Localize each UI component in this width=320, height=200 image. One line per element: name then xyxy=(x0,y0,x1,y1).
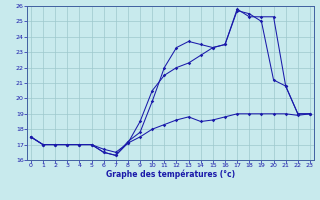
X-axis label: Graphe des températures (°c): Graphe des températures (°c) xyxy=(106,170,235,179)
